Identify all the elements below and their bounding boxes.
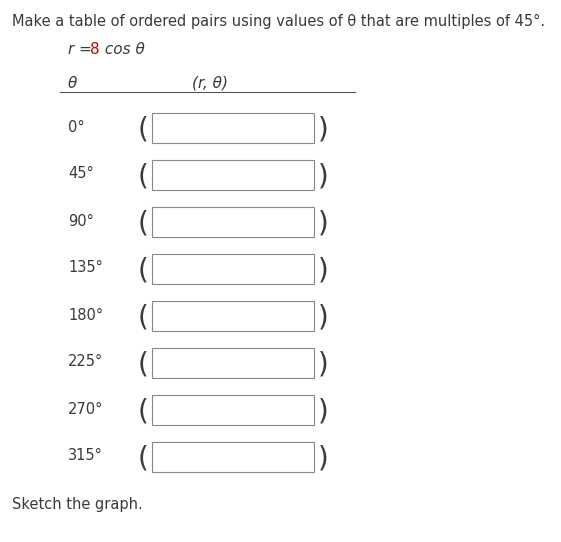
Bar bbox=[152, 442, 314, 472]
Text: 270°: 270° bbox=[68, 402, 103, 416]
Text: 8: 8 bbox=[90, 42, 100, 57]
Text: ): ) bbox=[318, 163, 329, 190]
Text: Sketch the graph.: Sketch the graph. bbox=[12, 497, 142, 512]
Text: Make a table of ordered pairs using values of θ that are multiples of 45°.: Make a table of ordered pairs using valu… bbox=[12, 14, 545, 29]
Text: 135°: 135° bbox=[68, 261, 103, 275]
Text: 225°: 225° bbox=[68, 354, 103, 370]
Text: ): ) bbox=[318, 444, 329, 473]
Bar bbox=[152, 347, 314, 377]
Text: (: ( bbox=[138, 256, 149, 285]
Bar bbox=[152, 159, 314, 190]
Text: 315°: 315° bbox=[68, 448, 103, 463]
Text: (: ( bbox=[138, 304, 149, 332]
Text: (: ( bbox=[138, 444, 149, 473]
Text: (: ( bbox=[138, 115, 149, 144]
Text: ): ) bbox=[318, 115, 329, 144]
Bar bbox=[152, 113, 314, 143]
Bar bbox=[152, 207, 314, 236]
Text: (: ( bbox=[138, 351, 149, 378]
Bar bbox=[152, 300, 314, 331]
Text: r =: r = bbox=[68, 42, 96, 57]
Bar bbox=[152, 395, 314, 424]
Text: 180°: 180° bbox=[68, 307, 103, 322]
Text: 0°: 0° bbox=[68, 119, 85, 134]
Text: ): ) bbox=[318, 304, 329, 332]
Text: θ: θ bbox=[68, 76, 77, 91]
Text: ): ) bbox=[318, 351, 329, 378]
Text: cos θ: cos θ bbox=[100, 42, 145, 57]
Text: 90°: 90° bbox=[68, 214, 94, 229]
Text: (: ( bbox=[138, 210, 149, 237]
Text: (: ( bbox=[138, 397, 149, 425]
Text: (r, θ): (r, θ) bbox=[192, 76, 228, 91]
Text: (: ( bbox=[138, 163, 149, 190]
Text: ): ) bbox=[318, 256, 329, 285]
Bar bbox=[152, 254, 314, 283]
Text: 45°: 45° bbox=[68, 166, 94, 182]
Text: ): ) bbox=[318, 210, 329, 237]
Text: ): ) bbox=[318, 397, 329, 425]
